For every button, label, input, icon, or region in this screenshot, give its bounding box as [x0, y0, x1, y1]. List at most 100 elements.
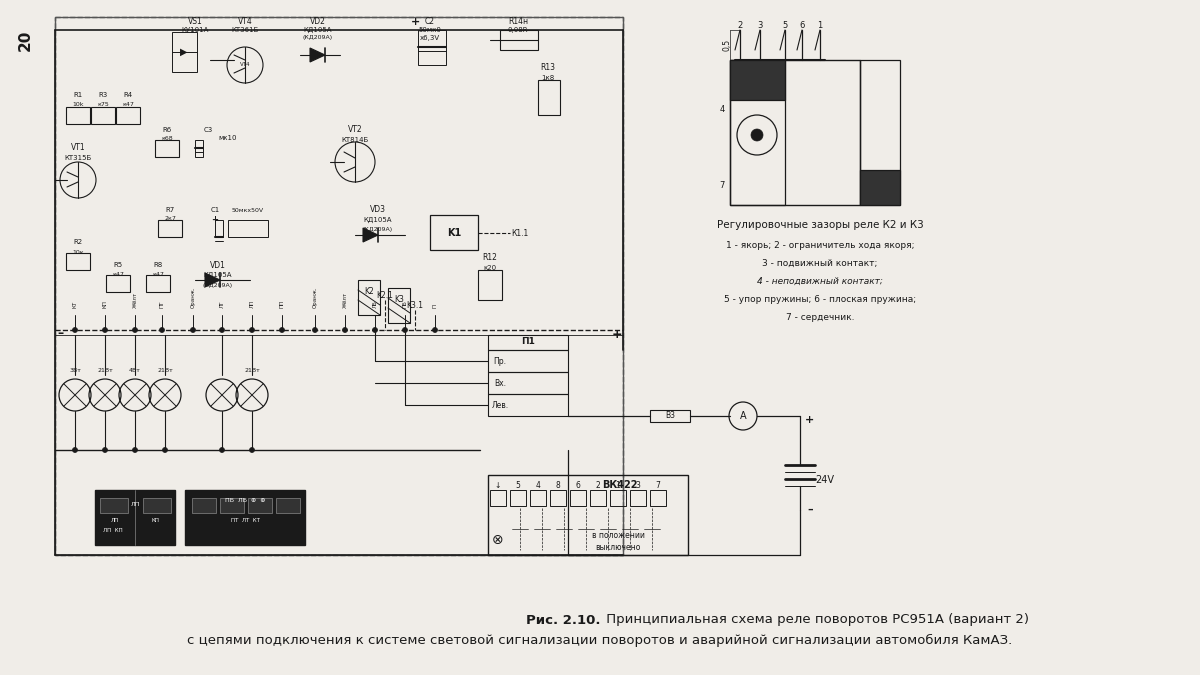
- Circle shape: [250, 327, 254, 333]
- Text: 50мк0: 50мк0: [419, 27, 442, 33]
- Text: 21Вт: 21Вт: [244, 367, 260, 373]
- Text: (КД209А): (КД209А): [203, 283, 233, 288]
- Text: 10к: 10к: [72, 250, 84, 254]
- Text: к47: к47: [122, 101, 134, 107]
- Text: П1: П1: [521, 338, 535, 346]
- Text: КУ101А: КУ101А: [181, 27, 209, 33]
- Bar: [488, 335, 568, 350]
- Text: VD3: VD3: [370, 205, 386, 215]
- Circle shape: [102, 448, 108, 452]
- Text: K1: K1: [446, 228, 461, 238]
- Text: Принципиальная схема реле поворотов РС951А (вариант 2): Принципиальная схема реле поворотов РС95…: [602, 614, 1030, 626]
- Circle shape: [220, 448, 224, 452]
- Text: +: +: [211, 215, 218, 223]
- Text: ПП: ПП: [280, 300, 284, 308]
- Bar: [500, 30, 538, 50]
- Text: 7: 7: [719, 180, 725, 190]
- Text: ЛТ: ЛТ: [220, 300, 224, 308]
- Circle shape: [312, 327, 318, 333]
- Text: R7: R7: [166, 207, 175, 213]
- Circle shape: [751, 129, 763, 141]
- Text: +: +: [410, 17, 420, 27]
- Bar: [106, 275, 130, 292]
- Text: КД105А: КД105А: [204, 272, 233, 278]
- Text: Лев.: Лев.: [492, 400, 509, 410]
- Text: ⊗: ⊗: [492, 533, 504, 547]
- Bar: [116, 107, 140, 124]
- Text: 3: 3: [757, 20, 763, 30]
- Text: C2: C2: [425, 18, 436, 26]
- Text: 21Вт: 21Вт: [97, 367, 113, 373]
- Text: VD2: VD2: [310, 18, 326, 26]
- Text: K3.1: K3.1: [407, 300, 424, 310]
- Bar: [248, 498, 272, 513]
- Bar: [276, 498, 300, 513]
- Text: 3 - подвижный контакт;: 3 - подвижный контакт;: [762, 259, 877, 267]
- Circle shape: [102, 327, 108, 333]
- Text: ЛП: ЛП: [131, 502, 139, 508]
- Text: в положении: в положении: [592, 531, 644, 539]
- Bar: [730, 60, 785, 100]
- Bar: [530, 490, 546, 506]
- Text: 7 - сердечник.: 7 - сердечник.: [786, 313, 854, 321]
- Polygon shape: [364, 228, 378, 242]
- Text: R1: R1: [73, 92, 83, 98]
- Text: Жёлт: Жёлт: [342, 292, 348, 308]
- Bar: [590, 490, 606, 506]
- Text: VT2: VT2: [348, 126, 362, 134]
- Circle shape: [432, 327, 438, 333]
- Text: ЛБ: ЛБ: [372, 300, 378, 308]
- Text: Пр.: Пр.: [493, 356, 506, 365]
- Text: 10k: 10k: [72, 101, 84, 107]
- Bar: [192, 498, 216, 513]
- Text: А: А: [739, 411, 746, 421]
- Text: КП: КП: [102, 300, 108, 308]
- Bar: [418, 30, 446, 65]
- Bar: [100, 498, 128, 513]
- Bar: [550, 490, 566, 506]
- Text: R6: R6: [162, 127, 172, 133]
- Circle shape: [342, 327, 348, 333]
- Text: VT4: VT4: [240, 63, 251, 68]
- Bar: [220, 498, 244, 513]
- Text: 4Вт: 4Вт: [130, 367, 140, 373]
- Bar: [172, 32, 197, 72]
- Bar: [478, 270, 502, 300]
- Text: 4: 4: [719, 105, 725, 115]
- Bar: [228, 220, 268, 237]
- Bar: [194, 140, 203, 157]
- Text: 8: 8: [556, 481, 560, 489]
- Text: Оранж.: Оранж.: [312, 286, 318, 308]
- Bar: [860, 60, 900, 205]
- Text: 4 - неподвижный контакт;: 4 - неподвижный контакт;: [757, 277, 883, 286]
- Bar: [66, 253, 90, 270]
- Text: к47: к47: [112, 271, 124, 277]
- Text: ▶: ▶: [180, 47, 187, 57]
- Text: 1к8: 1к8: [541, 75, 554, 81]
- Text: K2.1: K2.1: [377, 290, 394, 300]
- Text: ЛП  КП: ЛП КП: [103, 527, 122, 533]
- Bar: [488, 394, 568, 416]
- Bar: [55, 17, 623, 555]
- Circle shape: [72, 448, 78, 452]
- Circle shape: [132, 327, 138, 333]
- Bar: [158, 220, 182, 237]
- Circle shape: [160, 327, 164, 333]
- Polygon shape: [310, 48, 325, 62]
- Text: ↓: ↓: [494, 481, 502, 489]
- Text: 5 - упор пружины; 6 - плоская пружина;: 5 - упор пружины; 6 - плоская пружина;: [724, 294, 916, 304]
- Text: C1: C1: [210, 207, 220, 213]
- Bar: [95, 490, 175, 545]
- Bar: [650, 490, 666, 506]
- Bar: [510, 490, 526, 506]
- Text: 2: 2: [595, 481, 600, 489]
- Text: к68: к68: [161, 136, 173, 142]
- Text: 3Вт: 3Вт: [70, 367, 80, 373]
- Text: Регулировочные зазоры реле К2 и К3: Регулировочные зазоры реле К2 и К3: [716, 220, 923, 230]
- Text: –: –: [808, 505, 812, 515]
- Text: 24V: 24V: [816, 475, 834, 485]
- Circle shape: [72, 327, 78, 333]
- Bar: [730, 60, 860, 205]
- Text: C3: C3: [203, 127, 212, 133]
- Bar: [488, 475, 688, 555]
